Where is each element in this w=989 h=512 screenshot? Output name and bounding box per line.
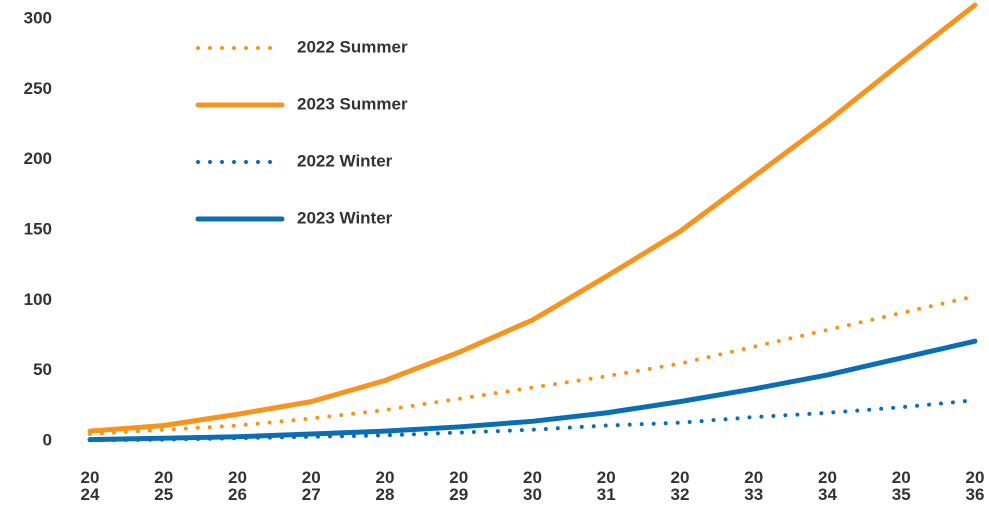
x-tick-label: 2029: [449, 468, 469, 504]
x-tick-label: 2034: [818, 468, 837, 504]
series-line: [88, 398, 977, 443]
x-tick-label: 2027: [301, 468, 321, 504]
x-tick-label: 2036: [965, 468, 985, 504]
x-tick-label: 2030: [523, 468, 542, 504]
x-tick-label: 2032: [670, 468, 690, 504]
x-tick-label: 2028: [375, 468, 395, 504]
x-tick-label: 2025: [154, 468, 174, 504]
y-tick-label: 100: [24, 290, 52, 309]
y-tick-label: 0: [43, 430, 52, 449]
legend-label: 2022 Summer: [297, 37, 408, 56]
series-line: [87, 2, 978, 434]
legend-label: 2023 Winter: [297, 208, 393, 227]
x-tick-label: 2024: [80, 468, 100, 504]
series-line: [87, 338, 978, 443]
series-line: [88, 294, 977, 436]
legend-label: 2023 Summer: [297, 94, 408, 113]
x-tick-label: 2026: [228, 468, 247, 504]
y-tick-label: 150: [24, 220, 52, 239]
x-tick-label: 2035: [891, 468, 911, 504]
y-tick-label: 50: [33, 360, 52, 379]
legend-label: 2022 Winter: [297, 151, 393, 170]
y-tick-label: 200: [24, 149, 52, 168]
x-tick-label: 2031: [596, 468, 616, 504]
y-tick-label: 300: [24, 9, 52, 28]
x-tick-label: 2033: [744, 468, 764, 504]
y-tick-label: 250: [24, 79, 52, 98]
